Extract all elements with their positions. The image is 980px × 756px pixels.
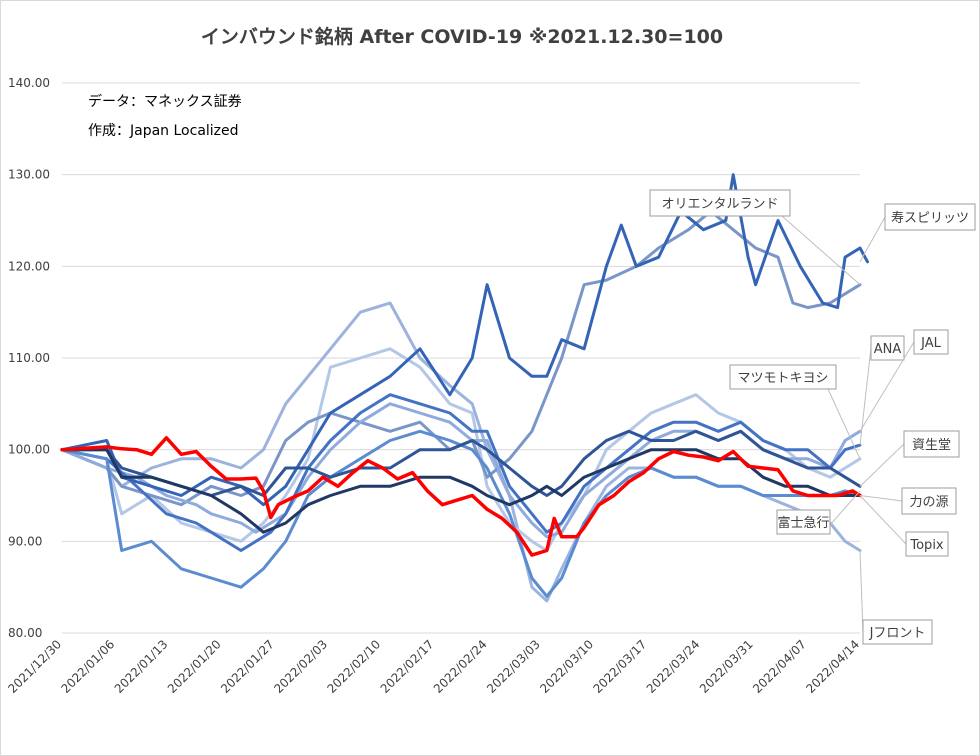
callout-box <box>729 364 837 390</box>
series-line-7 <box>60 429 862 598</box>
callout-leader <box>827 388 861 460</box>
chart-title: インバウンド銘柄 After COVID-19 ※2021.12.30=100 <box>201 25 723 48</box>
series-line-8 <box>60 436 862 557</box>
y-tick-label: 90.00 <box>8 534 42 548</box>
series-lines <box>60 173 869 603</box>
x-tick-label: 2022/01/06 <box>59 637 118 696</box>
x-tick-label: 2022/03/24 <box>644 637 703 696</box>
callout-box <box>901 487 957 515</box>
x-axis: 2021/12/302022/01/062022/01/132022/01/20… <box>5 637 862 696</box>
y-tick-label: 100.00 <box>8 443 50 457</box>
callout-box <box>862 619 933 645</box>
callout-leader <box>859 216 886 262</box>
callout-box <box>870 335 905 361</box>
callout-label: JAL <box>920 336 941 351</box>
x-tick-label: 2022/04/07 <box>750 637 809 696</box>
callout-label: 資生堂 <box>912 438 951 453</box>
x-tick-label: 2022/01/20 <box>165 637 224 696</box>
y-axis: 80.00 90.00 100.00 110.00 120.00 130.00 140.00 <box>8 76 50 640</box>
callout-leader <box>859 550 864 633</box>
x-tick-label: 2022/03/31 <box>697 637 756 696</box>
x-tick-label: 2022/03/17 <box>591 637 650 696</box>
callout-box <box>905 531 949 557</box>
callout-label: 寿スピリッツ <box>891 211 969 226</box>
series-line-1 <box>60 173 869 507</box>
x-tick-label: 2021/12/30 <box>5 637 64 696</box>
series-line-5 <box>60 429 862 497</box>
callout-label: 富士急行 <box>777 515 829 531</box>
x-tick-label: 2022/01/13 <box>112 637 171 696</box>
callout-label: マツモトキヨシ <box>737 371 828 386</box>
x-tick-label: 2022/02/10 <box>325 637 384 696</box>
callout-box <box>913 329 949 355</box>
callout-box <box>776 509 831 535</box>
y-tick-label: 130.00 <box>8 168 50 182</box>
x-tick-label: 2022/03/03 <box>484 637 543 696</box>
callout-label: 力の源 <box>909 495 948 510</box>
y-tick-label: 80.00 <box>8 626 42 640</box>
gridlines <box>62 82 860 634</box>
x-tick-label: 2022/01/27 <box>218 637 277 696</box>
series-line-9 <box>60 301 862 603</box>
callout-box <box>903 430 960 458</box>
callout-label: ANA <box>874 342 902 357</box>
callout-leader <box>859 495 903 502</box>
callout-leader <box>781 215 861 286</box>
callout-leader <box>859 443 905 487</box>
y-tick-label: 140.00 <box>8 76 50 90</box>
callout-leader <box>859 495 907 545</box>
x-tick-label: 2022/02/24 <box>431 637 490 696</box>
callout-box <box>649 189 791 217</box>
x-tick-label: 2022/04/14 <box>803 637 862 696</box>
x-tick-label: 2022/03/10 <box>537 637 596 696</box>
callout-label: Topix <box>909 538 944 553</box>
callout-leader <box>859 347 872 446</box>
callout-label: Jフロント <box>869 626 926 641</box>
x-tick-label: 2022/02/17 <box>378 637 437 696</box>
y-tick-label: 110.00 <box>8 351 50 365</box>
x-tick-label: 2022/02/03 <box>271 637 330 696</box>
callout-box <box>884 203 976 231</box>
y-tick-label: 120.00 <box>8 259 50 273</box>
callout-label: オリエンタルランド <box>661 197 778 212</box>
author-note: 作成：Japan Localized <box>88 123 239 139</box>
series-line-2 <box>60 393 862 552</box>
data-source-note: データ：マネックス証券 <box>88 93 242 110</box>
callout-leader <box>859 341 915 432</box>
